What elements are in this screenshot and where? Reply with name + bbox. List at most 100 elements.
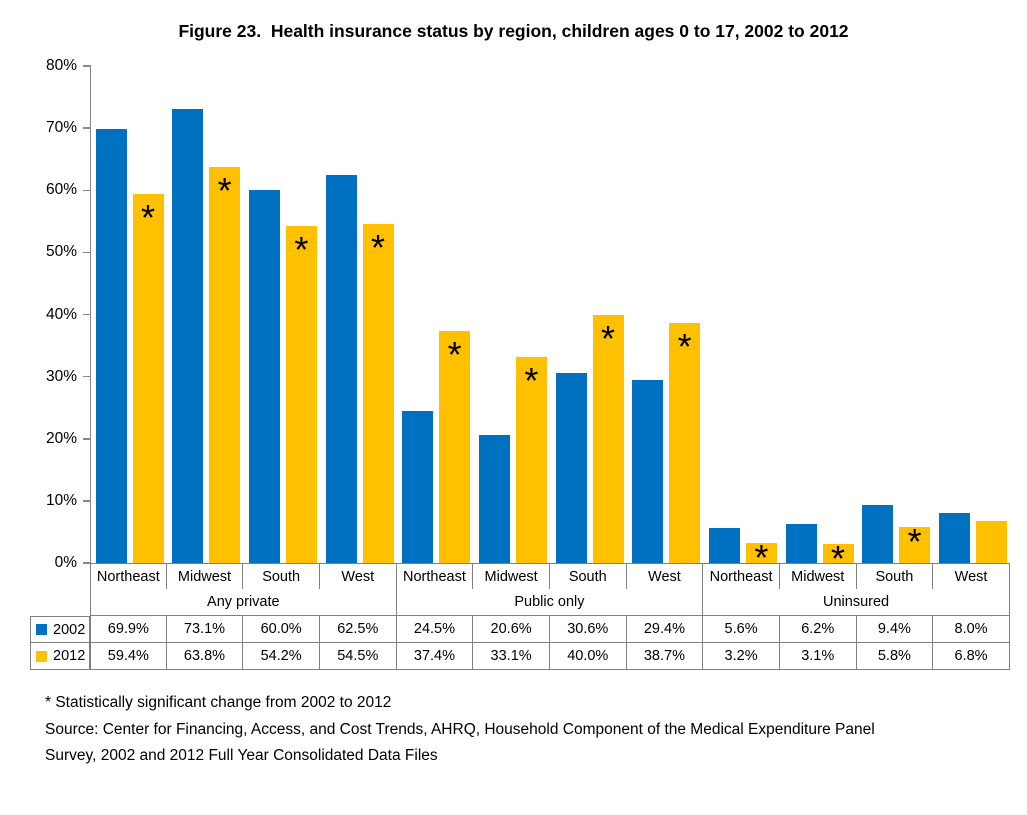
significance-asterisk: * — [217, 169, 232, 211]
bar-2002 — [938, 513, 970, 563]
bar-cluster: * — [858, 66, 935, 563]
bar-cluster: * — [474, 66, 551, 563]
significance-asterisk: * — [524, 360, 539, 402]
value-cell: 60.0% — [243, 616, 320, 643]
value-cell: 30.6% — [549, 616, 627, 643]
significance-asterisk: * — [907, 520, 922, 562]
y-axis-tick-mark — [83, 127, 91, 129]
region-header-cell: Northeast — [90, 563, 167, 589]
bar-2002 — [172, 108, 204, 563]
y-axis-tick-label: 10% — [45, 491, 77, 509]
group-header-cell: Any private — [90, 589, 397, 616]
bar-2002 — [248, 190, 280, 563]
value-cell: 3.1% — [779, 643, 857, 670]
bar-2012: * — [745, 540, 777, 576]
bar-cluster: * — [168, 66, 245, 563]
value-cell: 5.8% — [856, 643, 934, 670]
value-cell: 20.6% — [473, 616, 550, 643]
bar-cluster: * — [91, 66, 168, 563]
value-cell: 38.7% — [626, 643, 704, 670]
region-header-cell: Northeast — [703, 563, 780, 589]
data-table: Northeast Midwest South West Northeast Midwes… — [30, 563, 1010, 670]
bar-2002 — [708, 528, 740, 563]
bar-cluster: * — [704, 66, 781, 576]
y-axis-tick-label: 80% — [45, 57, 77, 74]
bar-2012: * — [285, 226, 317, 563]
bar-2012: * — [822, 540, 854, 576]
y-axis-tick-mark — [83, 65, 91, 67]
bar-2012: * — [899, 520, 931, 563]
bar-2002 — [325, 174, 357, 563]
region-header-cell: West — [933, 563, 1010, 589]
bar-2012: * — [592, 314, 624, 563]
bar-2002 — [632, 380, 664, 563]
value-cell: 73.1% — [166, 616, 244, 643]
region-header-cell: Midwest — [166, 563, 244, 589]
value-cell: 54.5% — [319, 643, 397, 670]
bar-2002 — [862, 504, 894, 563]
y-axis-tick-label: 70% — [45, 119, 77, 137]
y-axis-tick-label: 0% — [54, 554, 77, 571]
y-axis-tick-mark — [83, 251, 91, 254]
region-header-cell: South — [243, 563, 320, 589]
value-cell: 59.4% — [90, 643, 167, 670]
chart-title: Figure 23. Health insurance status by re… — [178, 21, 849, 41]
y-axis-tick-mark — [83, 375, 91, 378]
bar-2002 — [555, 372, 587, 563]
y-axis-tick-label: 30% — [45, 367, 77, 385]
bar-cluster: * — [244, 66, 321, 563]
value-cell: 29.4% — [626, 616, 704, 643]
value-cell: 6.2% — [779, 616, 857, 643]
bar-cluster — [934, 66, 1011, 563]
y-axis-tick-label: 40% — [45, 305, 77, 323]
bar-2012: * — [362, 224, 394, 563]
legend-cell-2012: 2012 — [30, 643, 90, 670]
region-header-cell: Midwest — [473, 563, 550, 589]
value-cell: 63.8% — [166, 643, 244, 670]
footnotes: * Statistically significant change from … — [45, 690, 905, 770]
region-header-cell: South — [549, 563, 627, 589]
significance-asterisk: * — [677, 325, 692, 367]
value-cell: 8.0% — [933, 616, 1010, 643]
value-cell: 9.4% — [856, 616, 934, 643]
source-note: Source: Center for Financing, Access, an… — [45, 720, 875, 765]
significance-asterisk: * — [140, 196, 155, 238]
bar-2012: * — [669, 322, 701, 563]
legend-label: 2002 — [53, 621, 86, 638]
plot-area: 0% 10% 20% 30% 40% 50% 60% 70% 80% * * * * * * * * * * * — [46, 57, 1011, 576]
bar-cluster: * — [551, 66, 628, 563]
significance-asterisk: * — [600, 317, 615, 359]
y-axis-tick-mark — [83, 562, 91, 564]
y-axis-tick-label: 60% — [45, 181, 77, 199]
value-cell: 33.1% — [473, 643, 550, 670]
value-cell: 62.5% — [319, 616, 397, 643]
group-header-cell: Public only — [396, 589, 704, 616]
significance-asterisk: * — [830, 537, 845, 579]
bar-cluster: * — [321, 66, 398, 563]
region-header-cell: West — [319, 563, 397, 589]
bar-2002 — [402, 410, 434, 563]
value-cell: 3.2% — [703, 643, 780, 670]
bar-cluster: * — [398, 66, 475, 563]
value-cell: 37.4% — [396, 643, 474, 670]
bar-cluster: * — [628, 66, 705, 563]
legend-label: 2012 — [53, 648, 86, 664]
significance-asterisk: * — [294, 229, 309, 271]
y-axis-tick-mark — [83, 313, 91, 316]
y-axis-tick-mark — [83, 189, 91, 191]
value-cell: 24.5% — [396, 616, 474, 643]
y-axis-tick-mark — [83, 438, 91, 440]
significance-asterisk: * — [447, 333, 462, 375]
bar-2002 — [95, 128, 127, 563]
significance-asterisk: * — [754, 537, 769, 579]
legend-swatch-2012 — [36, 650, 47, 662]
bar-2012: * — [132, 193, 164, 563]
bar-cluster: * — [781, 66, 858, 576]
bar-2012: * — [209, 166, 241, 563]
bar-2012: * — [515, 357, 547, 563]
y-axis-tick-label: 50% — [45, 243, 77, 261]
y-axis-tick-mark — [83, 500, 91, 502]
value-cell: 69.9% — [90, 616, 167, 643]
significance-asterisk: * — [370, 227, 385, 269]
